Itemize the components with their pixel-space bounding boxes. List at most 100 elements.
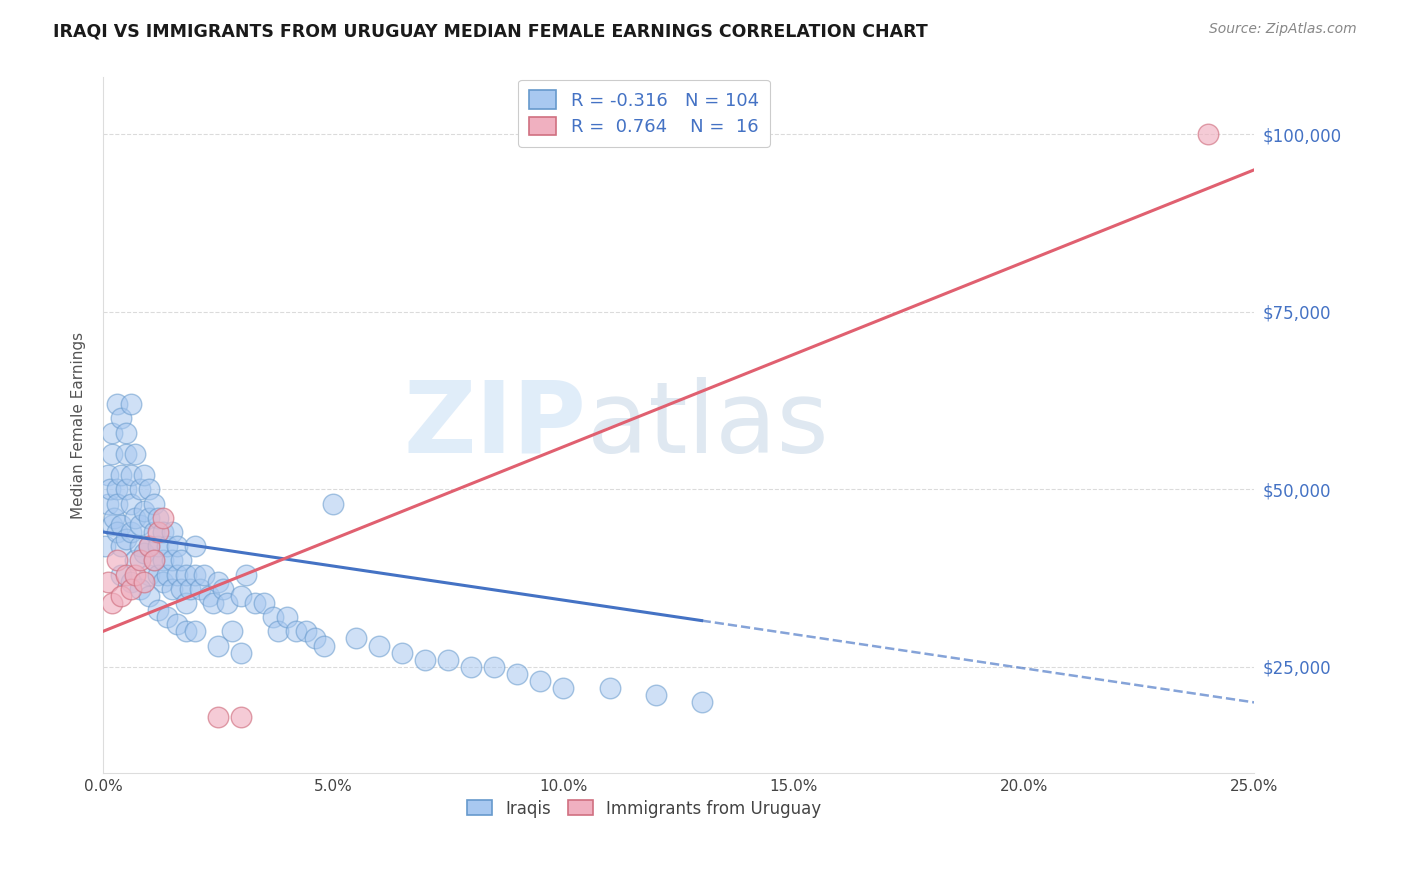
Point	[134, 574, 156, 589]
Point	[413, 653, 436, 667]
Point	[368, 639, 391, 653]
Point	[193, 567, 215, 582]
Point	[184, 567, 207, 582]
Point	[148, 539, 170, 553]
Point	[138, 589, 160, 603]
Point	[221, 624, 243, 639]
Point	[120, 574, 142, 589]
Point	[120, 582, 142, 596]
Point	[138, 510, 160, 524]
Point	[138, 483, 160, 497]
Point	[202, 596, 225, 610]
Point	[152, 574, 174, 589]
Point	[198, 589, 221, 603]
Point	[229, 709, 252, 723]
Point	[110, 567, 132, 582]
Point	[184, 624, 207, 639]
Point	[599, 681, 621, 696]
Point	[101, 425, 124, 440]
Legend: Iraqis, Immigrants from Uruguay: Iraqis, Immigrants from Uruguay	[460, 793, 828, 824]
Point	[142, 497, 165, 511]
Point	[391, 646, 413, 660]
Point	[170, 582, 193, 596]
Point	[142, 524, 165, 539]
Point	[148, 603, 170, 617]
Point	[160, 553, 183, 567]
Point	[294, 624, 316, 639]
Point	[484, 660, 506, 674]
Point	[115, 447, 138, 461]
Point	[96, 468, 118, 483]
Point	[110, 517, 132, 532]
Point	[115, 425, 138, 440]
Text: Source: ZipAtlas.com: Source: ZipAtlas.com	[1209, 22, 1357, 37]
Point	[138, 567, 160, 582]
Point	[128, 517, 150, 532]
Point	[267, 624, 290, 639]
Point	[460, 660, 482, 674]
Point	[276, 610, 298, 624]
Point	[156, 567, 179, 582]
Point	[120, 468, 142, 483]
Point	[115, 532, 138, 546]
Point	[207, 639, 229, 653]
Point	[690, 695, 713, 709]
Point	[312, 639, 335, 653]
Point	[105, 524, 128, 539]
Point	[124, 510, 146, 524]
Point	[124, 447, 146, 461]
Point	[285, 624, 308, 639]
Point	[184, 539, 207, 553]
Point	[120, 397, 142, 411]
Point	[128, 553, 150, 567]
Point	[101, 596, 124, 610]
Point	[142, 553, 165, 567]
Point	[174, 567, 197, 582]
Point	[553, 681, 575, 696]
Point	[529, 674, 551, 689]
Point	[105, 483, 128, 497]
Point	[148, 510, 170, 524]
Point	[138, 539, 160, 553]
Point	[1197, 128, 1219, 142]
Point	[110, 468, 132, 483]
Point	[152, 553, 174, 567]
Point	[344, 632, 367, 646]
Point	[110, 589, 132, 603]
Point	[105, 553, 128, 567]
Point	[152, 524, 174, 539]
Point	[207, 709, 229, 723]
Point	[103, 510, 125, 524]
Point	[229, 646, 252, 660]
Point	[160, 524, 183, 539]
Point	[152, 510, 174, 524]
Point	[148, 567, 170, 582]
Point	[304, 632, 326, 646]
Point	[262, 610, 284, 624]
Point	[179, 582, 201, 596]
Point	[94, 539, 117, 553]
Point	[96, 574, 118, 589]
Point	[128, 483, 150, 497]
Point	[101, 517, 124, 532]
Point	[124, 567, 146, 582]
Point	[207, 574, 229, 589]
Point	[98, 483, 121, 497]
Point	[138, 539, 160, 553]
Point	[105, 497, 128, 511]
Point	[156, 610, 179, 624]
Point	[170, 553, 193, 567]
Point	[217, 596, 239, 610]
Point	[105, 397, 128, 411]
Point	[120, 524, 142, 539]
Point	[166, 617, 188, 632]
Point	[253, 596, 276, 610]
Point	[134, 546, 156, 560]
Point	[160, 582, 183, 596]
Point	[211, 582, 233, 596]
Point	[124, 553, 146, 567]
Point	[101, 447, 124, 461]
Point	[188, 582, 211, 596]
Point	[166, 567, 188, 582]
Point	[110, 411, 132, 425]
